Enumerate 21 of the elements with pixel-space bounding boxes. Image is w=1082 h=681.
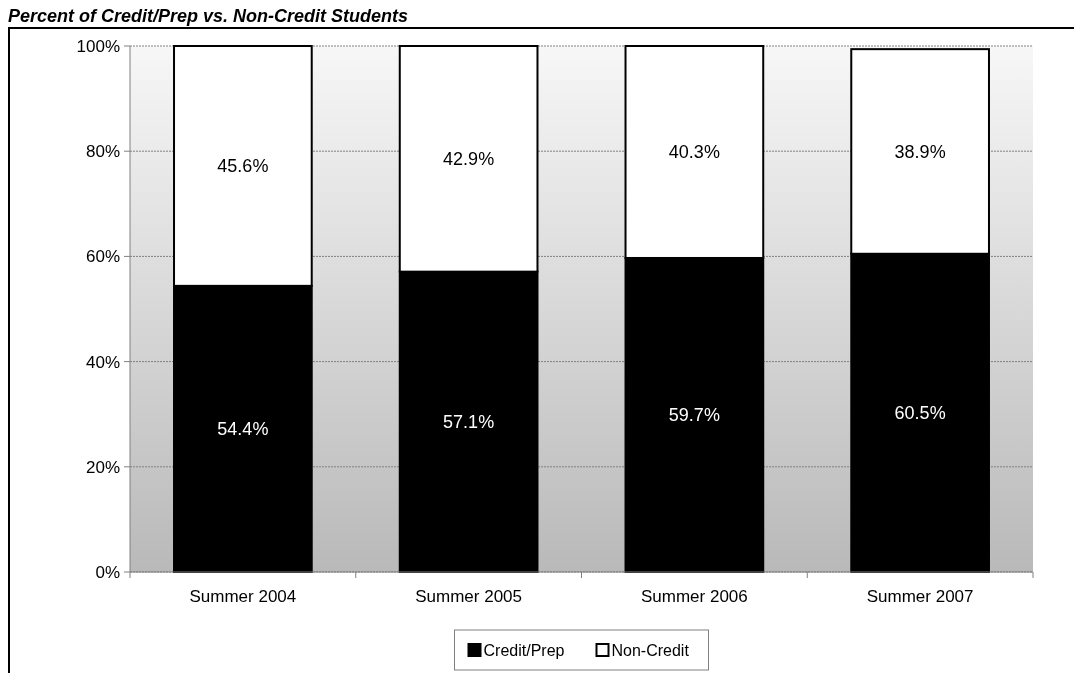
data-label: 42.9% xyxy=(443,149,495,170)
x-tick-label: Summer 2006 xyxy=(640,587,748,606)
data-label: 40.3% xyxy=(668,142,720,163)
chart-title: Percent of Credit/Prep vs. Non-Credit Students xyxy=(8,6,409,26)
y-tick-label: 0% xyxy=(95,562,120,582)
y-tick-label: 20% xyxy=(85,457,120,477)
x-tick-label: Summer 2004 xyxy=(189,587,297,606)
y-tick-label: 80% xyxy=(85,142,120,162)
y-tick-label: 100% xyxy=(76,36,120,56)
y-tick-label: 60% xyxy=(85,247,120,267)
y-tick-label: 40% xyxy=(85,352,120,372)
x-tick-label: Summer 2007 xyxy=(866,587,974,606)
x-tick-label: Summer 2005 xyxy=(415,587,523,606)
legend-label: Non-Credit xyxy=(611,641,690,659)
legend-label: Credit/Prep xyxy=(483,641,565,659)
data-label: 59.7% xyxy=(668,405,720,426)
data-label: 57.1% xyxy=(443,412,495,433)
data-label: 54.4% xyxy=(217,419,269,440)
data-label: 38.9% xyxy=(894,141,946,162)
data-label: 60.5% xyxy=(894,403,946,424)
data-label: 45.6% xyxy=(217,156,269,177)
